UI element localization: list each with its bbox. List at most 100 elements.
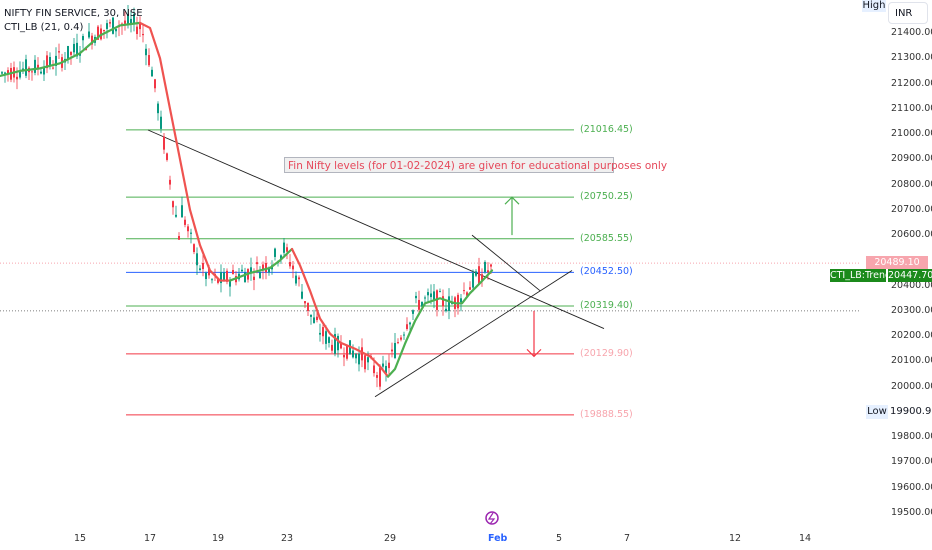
candle-body (445, 308, 447, 312)
candle-body (181, 205, 183, 218)
candle-body (178, 236, 180, 240)
y-tick-label: 20400.00 (891, 279, 932, 291)
candle-body (304, 301, 306, 304)
candle-body (460, 298, 462, 303)
y-tick-label: 21000.00 (891, 128, 932, 140)
y-tick-label: 21400.00 (891, 27, 932, 38)
candle-body (298, 277, 300, 280)
candle-body (421, 301, 423, 307)
candle-body (199, 268, 201, 270)
candle-body (313, 317, 315, 323)
candle-body (361, 347, 363, 361)
candle-body (259, 272, 261, 279)
up-arrow-head (504, 196, 520, 205)
candle-body (52, 67, 54, 69)
candle-body (484, 261, 486, 272)
x-tick-label: 14 (799, 533, 812, 544)
candle-body (406, 324, 408, 329)
candle-body (67, 46, 69, 60)
candle-body (262, 264, 264, 270)
candle-body (397, 342, 399, 344)
candle-body (340, 343, 342, 349)
candle-body (388, 362, 390, 369)
indicator-legend[interactable]: CTI_LB (21, 0.4) (4, 22, 84, 33)
candle-body (322, 327, 324, 337)
flash-icon-bolt (487, 512, 496, 525)
x-tick-label: 29 (384, 533, 397, 544)
candle-body (7, 70, 9, 74)
candle-body (409, 322, 411, 325)
candle-body (217, 278, 219, 283)
candle-body (268, 267, 270, 273)
candle-body (376, 375, 378, 378)
candle-body (109, 22, 111, 24)
trendline (147, 129, 605, 329)
x-tick-label: 19 (212, 533, 225, 544)
candle-body (427, 292, 429, 296)
candle-body (136, 26, 138, 35)
candle-body (31, 71, 33, 73)
candle-body (220, 272, 222, 284)
candle-body (154, 79, 156, 89)
candle-body (232, 270, 234, 275)
candle-body (478, 266, 480, 285)
candle-body (37, 64, 39, 69)
candle-body (142, 33, 144, 36)
candle-body (115, 28, 117, 32)
y-tick-label: 19700.00 (891, 456, 932, 468)
candle-body (91, 35, 93, 45)
candle-body (148, 55, 150, 66)
candle-body (430, 293, 432, 298)
cti-down-segment (290, 247, 390, 378)
candle-body (76, 42, 78, 57)
candle-body (358, 353, 360, 365)
candle-body (256, 262, 258, 265)
last-price-tag: 20489.10 (866, 256, 928, 269)
candle-body (481, 274, 483, 281)
candle-body (373, 365, 375, 374)
candle-body (187, 226, 189, 232)
candle-body (82, 36, 84, 41)
y-tick-label: 20700.00 (891, 203, 932, 215)
candle-body (157, 103, 159, 114)
last-price-value: 20489.10 (874, 257, 920, 268)
candle-body (391, 349, 393, 352)
candle-body (205, 272, 207, 280)
candle-body (424, 297, 426, 299)
candle-body (34, 59, 36, 73)
flash-icon (485, 511, 499, 525)
candle-body (229, 280, 231, 287)
candle-body (352, 350, 354, 358)
level-label: (19888.55) (580, 408, 633, 420)
level-label: (20585.55) (580, 232, 633, 244)
x-tick-label: 15 (74, 533, 87, 544)
x-tick-label: 23 (281, 533, 294, 544)
candle-body (4, 72, 6, 74)
candle-body (355, 353, 357, 359)
candle-body (337, 335, 339, 351)
candle-body (202, 262, 204, 270)
candle-body (223, 272, 225, 281)
candle-body (334, 334, 336, 354)
candle-body (463, 290, 465, 292)
level-label: (21016.45) (580, 123, 633, 135)
candle-body (241, 269, 243, 272)
y-tick-label: 20200.00 (891, 330, 932, 342)
candle-body (43, 67, 45, 75)
candle-body (49, 56, 51, 66)
candle-body (130, 18, 132, 24)
y-tick-label: 20100.00 (891, 355, 932, 367)
candle-body (190, 232, 192, 234)
candle-body (367, 357, 369, 363)
trendline (471, 234, 541, 292)
candle-body (325, 331, 327, 344)
y-tick-label: 19600.00 (891, 481, 932, 493)
candle-body (307, 302, 309, 311)
currency-selector[interactable]: INR (888, 2, 928, 24)
candle-body (244, 272, 246, 283)
candle-body (292, 265, 294, 270)
candle-body (319, 332, 321, 335)
candle-body (250, 267, 252, 273)
